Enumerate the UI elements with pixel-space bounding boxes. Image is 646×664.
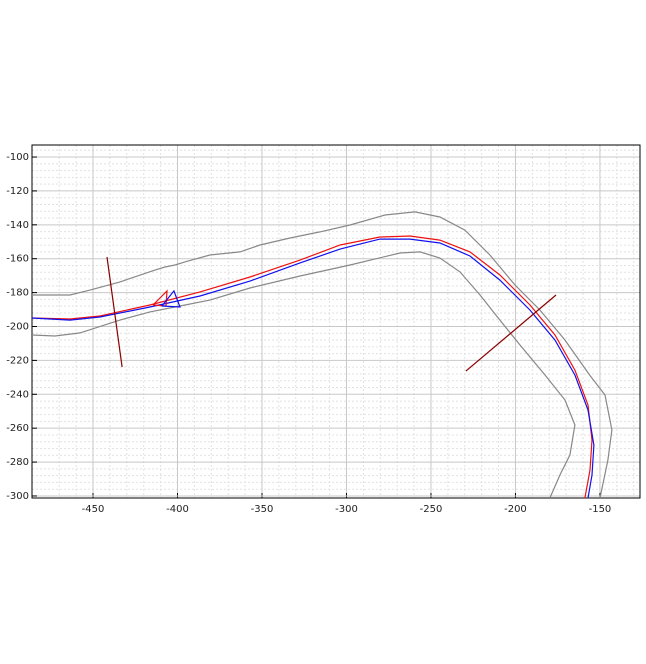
y-tick-label: -300	[6, 491, 29, 502]
x-tick-label: -250	[420, 504, 443, 515]
y-tick-label: -180	[6, 288, 29, 299]
x-tick-label: -450	[82, 504, 105, 515]
y-tick-label: -240	[6, 389, 29, 400]
plot-frame	[31, 144, 641, 499]
x-tick-label: -200	[504, 504, 527, 515]
y-tick-label: -200	[6, 321, 29, 332]
y-tick-label: -160	[6, 254, 29, 265]
series-line	[31, 251, 576, 499]
y-tick-label: -280	[6, 457, 29, 468]
series-line	[152, 289, 168, 307]
x-tick-label: -150	[589, 504, 612, 515]
y-tick-label: -120	[6, 186, 29, 197]
y-tick-label: -260	[6, 423, 29, 434]
series-line	[31, 235, 593, 499]
y-tick-label: -220	[6, 355, 29, 366]
x-tick-label: -350	[251, 504, 274, 515]
x-tick-label: -400	[166, 504, 189, 515]
y-tick-label: -100	[6, 152, 29, 163]
x-tick-label: -300	[335, 504, 358, 515]
series-line	[465, 294, 557, 372]
series-line	[161, 289, 181, 308]
series-line	[106, 256, 123, 368]
series-line	[32, 211, 613, 499]
y-tick-label: -140	[6, 220, 29, 231]
